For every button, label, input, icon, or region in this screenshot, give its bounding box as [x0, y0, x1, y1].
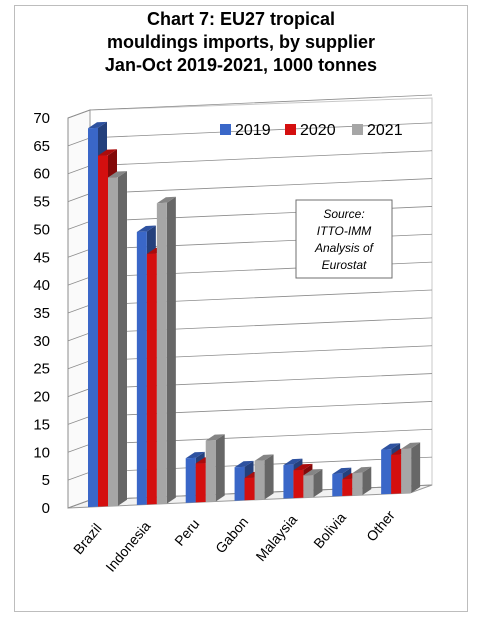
bar-indonesia-2021 [156, 196, 176, 505]
bar-front [205, 440, 216, 502]
y-tick-label: 5 [42, 472, 50, 489]
bar-front [332, 473, 343, 497]
y-tick-label: 10 [33, 444, 50, 461]
bar-top [136, 225, 156, 232]
bar-front [88, 127, 98, 508]
annotation-line: Analysis of [314, 241, 375, 255]
x-tick-label-other: Other [363, 507, 398, 544]
bar-front [195, 462, 206, 503]
bar-malaysia-2021 [303, 468, 323, 498]
annotation-line: ITTO-IMM [317, 224, 371, 238]
y-tick-label: 25 [33, 361, 50, 378]
bar-front [283, 464, 294, 499]
bar-gabon-2021 [254, 454, 274, 500]
legend-label-2021: 2021 [367, 122, 403, 139]
bar-front [381, 449, 392, 495]
annotation-line: Eurostat [322, 258, 367, 272]
bar-front [254, 460, 265, 500]
bar-side [215, 434, 225, 502]
bar-front [136, 231, 147, 505]
annotation-box [295, 199, 393, 279]
bar-side [166, 196, 176, 504]
bar-brazil-2021 [108, 171, 127, 507]
bar-top [98, 149, 117, 156]
gridline [67, 94, 433, 119]
chart-title-line-2: mouldings imports, by supplier [106, 32, 376, 52]
y-tick-label: 15 [33, 416, 50, 433]
bar-bolivia-2021 [352, 466, 372, 496]
y-tick-label: 40 [33, 277, 50, 294]
bar-front [352, 472, 363, 496]
bar-side [313, 468, 323, 498]
bar-top [381, 443, 401, 450]
bar-front [234, 466, 245, 501]
bar-top [401, 442, 421, 449]
x-tick-label-indonesia: Indonesia [102, 518, 153, 575]
bar-front [185, 457, 196, 503]
bar-top [283, 458, 303, 466]
chart-title: Chart 7: EU27 tropical mouldings imports… [0, 8, 482, 77]
bar-side [362, 466, 372, 496]
bar-side [118, 171, 127, 506]
y-axis: 0 5 10 15 20 25 30 35 40 45 50 55 60 65 70 [33, 110, 69, 517]
x-tick-label-bolivia: Bolivia [310, 509, 349, 551]
bar-front [293, 469, 304, 499]
y-tick-label: 35 [33, 305, 50, 322]
bar-front [108, 177, 118, 507]
x-tick-label-malaysia: Malaysia [252, 511, 300, 564]
y-tick-label: 50 [33, 221, 50, 238]
bar-top [88, 121, 107, 129]
bar-front [98, 155, 108, 507]
bar-top [303, 468, 323, 476]
legend-swatch-2021 [352, 124, 363, 135]
bar-side [411, 442, 421, 493]
bar-top [185, 451, 205, 459]
x-tick-label-brazil: Brazil [70, 520, 105, 557]
y-tick-label: 20 [33, 389, 50, 406]
legend: 2019 2020 2021 [220, 122, 403, 139]
bar-top [352, 466, 372, 474]
chart-title-line-3: Jan-Oct 2019-2021, 1000 tonnes [104, 55, 378, 75]
x-tick-label-peru: Peru [171, 516, 202, 549]
bar-top [293, 463, 313, 471]
y-tick-label: 70 [33, 110, 50, 127]
bar-top [108, 171, 127, 178]
legend-swatch-2019 [220, 124, 231, 135]
y-tick-label: 0 [42, 500, 50, 517]
bar-front [146, 253, 157, 505]
y-tick-label: 55 [33, 194, 50, 211]
bar-top [234, 460, 254, 468]
source-annotation: Source: ITTO-IMM Analysis of Eurostat [295, 199, 393, 279]
bar-front [401, 448, 412, 494]
bar-front [342, 478, 353, 496]
bar-front [156, 202, 167, 505]
chart-title-line-1: Chart 7: EU27 tropical [146, 9, 336, 29]
y-tick-label: 60 [33, 166, 50, 183]
bar-front [244, 477, 255, 501]
y-tick-label: 30 [33, 333, 50, 350]
annotation-line: Source: [323, 207, 364, 221]
legend-swatch-2020 [285, 124, 296, 135]
y-tick-label: 65 [33, 138, 50, 155]
bar-front [303, 474, 314, 498]
bar-other-2021 [401, 442, 421, 494]
bar-top [156, 196, 176, 204]
y-tick-label: 45 [33, 249, 50, 266]
bar-peru-2021 [205, 434, 225, 502]
bar-front [391, 454, 402, 494]
bar-side [264, 454, 274, 500]
bars [88, 121, 421, 508]
bar-top [254, 454, 274, 461]
legend-label-2019: 2019 [235, 122, 271, 139]
bar-top [205, 434, 225, 441]
bar-top [332, 467, 352, 475]
x-tick-label-gabon: Gabon [212, 514, 251, 556]
legend-label-2020: 2020 [300, 122, 336, 139]
